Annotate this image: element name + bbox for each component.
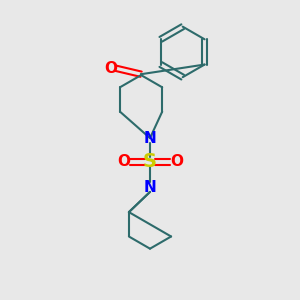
Text: O: O — [117, 154, 130, 169]
Text: S: S — [143, 152, 157, 171]
Text: O: O — [104, 61, 117, 76]
Text: O: O — [170, 154, 183, 169]
Text: N: N — [144, 180, 156, 195]
Text: N: N — [144, 130, 156, 146]
